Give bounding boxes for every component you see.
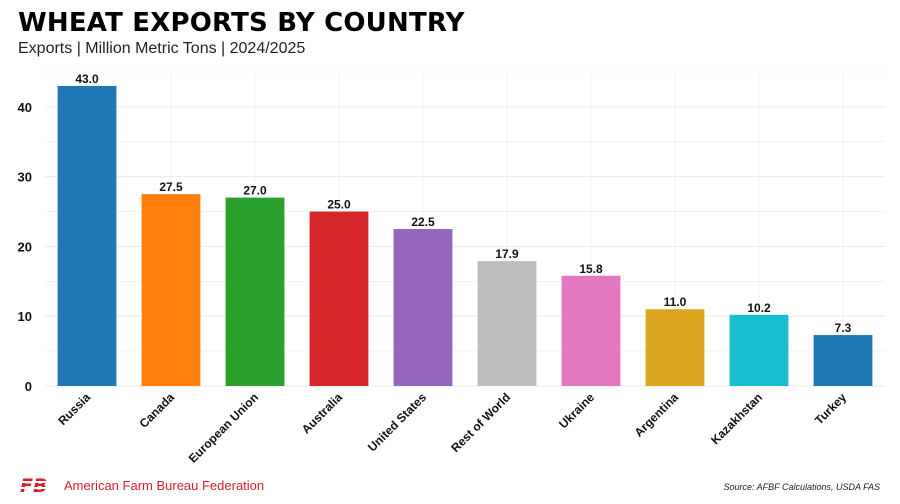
y-tick-label: 10 bbox=[18, 309, 32, 324]
bar-canada bbox=[141, 194, 201, 386]
bar-ukraine bbox=[561, 275, 621, 386]
bar-russia bbox=[57, 85, 117, 386]
fb-logo-icon: FB bbox=[18, 474, 56, 496]
data-label: 22.5 bbox=[411, 215, 435, 229]
afbf-logo: FB American Farm Bureau Federation bbox=[18, 474, 264, 496]
data-label: 7.3 bbox=[835, 321, 852, 335]
organization-name: American Farm Bureau Federation bbox=[64, 477, 265, 493]
data-label: 11.0 bbox=[664, 295, 687, 309]
x-tick-label: Kazakhstan bbox=[708, 390, 765, 447]
data-label: 25.0 bbox=[327, 198, 351, 212]
x-tick-label: Canada bbox=[137, 390, 178, 431]
bar-united-states bbox=[393, 229, 453, 386]
bar-kazakhstan bbox=[729, 314, 789, 386]
x-tick-label: Russia bbox=[55, 390, 93, 428]
x-tick-label: Ukraine bbox=[556, 390, 597, 431]
y-tick-label: 30 bbox=[18, 170, 32, 185]
x-tick-label: Rest of World bbox=[448, 390, 513, 455]
x-tick-label: Australia bbox=[299, 390, 345, 436]
bar-rest-of-world bbox=[477, 261, 537, 386]
y-tick-label: 40 bbox=[18, 100, 32, 115]
source-note: Source: AFBF Calculations, USDA FAS bbox=[723, 482, 880, 492]
chart-title: WHEAT EXPORTS BY COUNTRY bbox=[18, 8, 465, 38]
data-label: 27.0 bbox=[243, 184, 267, 198]
chart-subtitle: Exports | Million Metric Tons | 2024/202… bbox=[18, 40, 306, 57]
logo-text: FB bbox=[20, 475, 47, 496]
x-tick-label: European Union bbox=[186, 390, 261, 465]
y-tick-label: 20 bbox=[18, 239, 32, 254]
bar-australia bbox=[309, 211, 369, 386]
bar-european-union bbox=[225, 197, 285, 386]
data-label: 27.5 bbox=[159, 180, 183, 194]
data-label: 15.8 bbox=[579, 262, 603, 276]
x-tick-label: Turkey bbox=[812, 390, 849, 427]
data-label: 17.9 bbox=[495, 247, 519, 261]
data-label: 43.0 bbox=[75, 72, 99, 86]
data-label: 10.2 bbox=[747, 301, 771, 315]
x-tick-label: Argentina bbox=[632, 390, 682, 440]
x-tick-label: United States bbox=[365, 390, 429, 454]
bar-argentina bbox=[645, 309, 705, 386]
bar-chart: 0 10 20 30 40 43.0 Russia 27.5 Canada 27.0 Europea… bbox=[18, 71, 885, 466]
bar-turkey bbox=[813, 335, 873, 386]
y-tick-label: 0 bbox=[25, 379, 32, 394]
